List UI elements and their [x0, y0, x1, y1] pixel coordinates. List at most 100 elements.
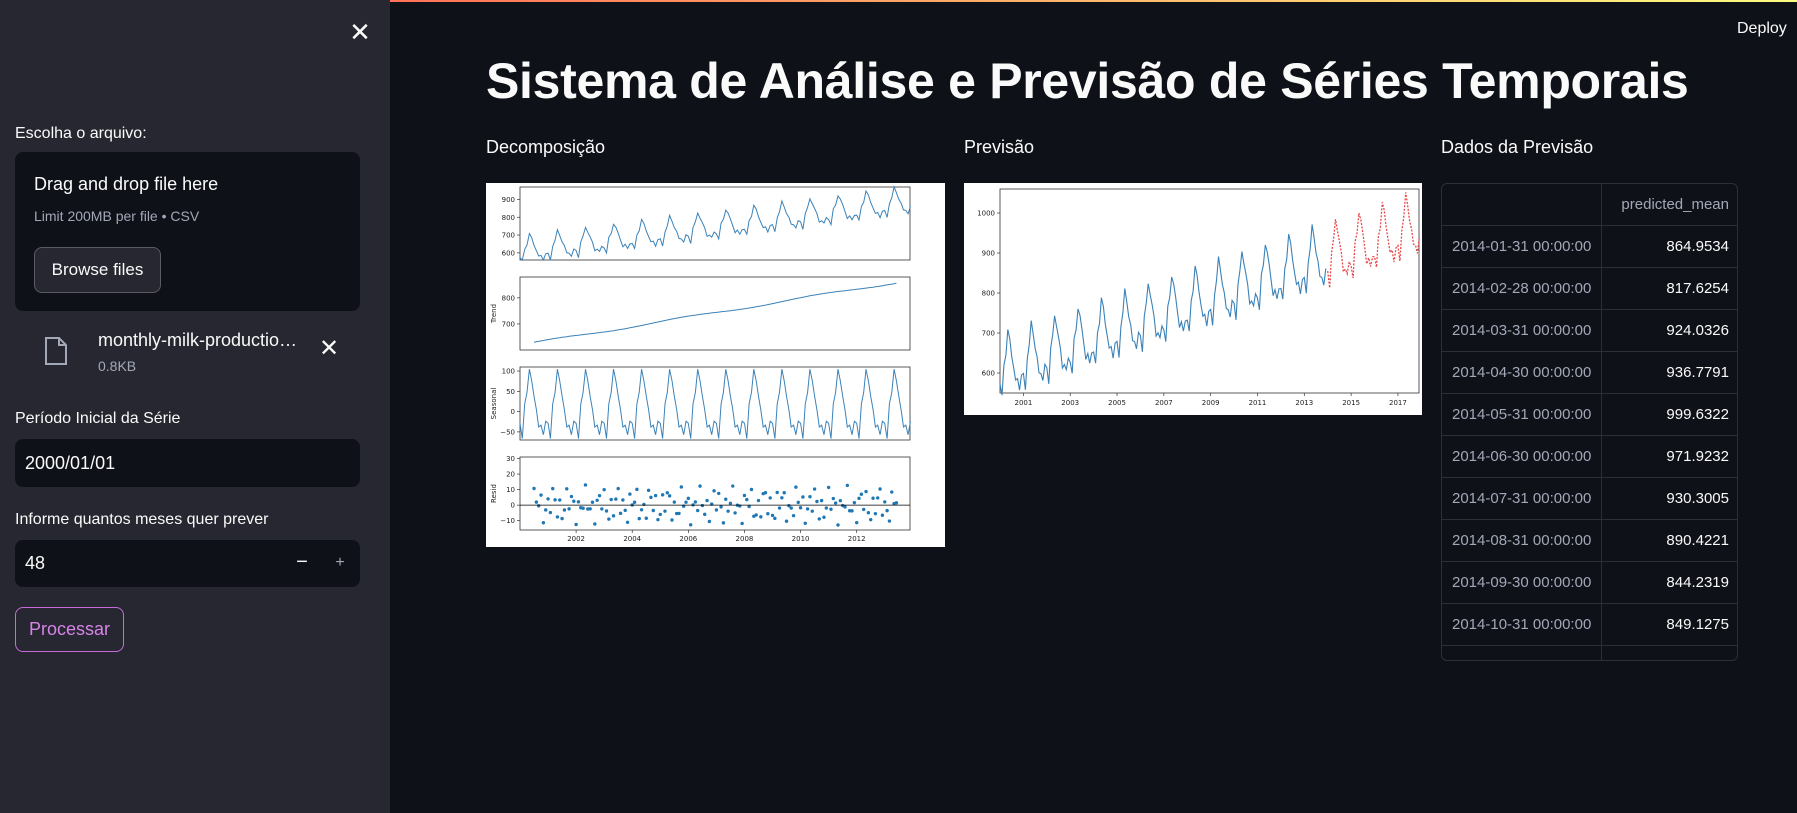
decomp-resid-point	[728, 501, 733, 506]
decomp-resid-point	[628, 492, 632, 496]
forecast-svg: 600 700 800 900 1000 2001 2003 2005 2007 2009 2011…	[977, 188, 1421, 407]
table-header-index	[1442, 184, 1602, 226]
deploy-button[interactable]: Deploy	[1737, 20, 1787, 37]
start-period-input[interactable]	[15, 439, 360, 487]
process-button[interactable]: Processar	[15, 607, 124, 652]
decomp-resid-point	[677, 511, 681, 516]
decomp-resid-point	[607, 517, 611, 521]
decomp-resid-point	[595, 498, 599, 502]
forecast-table[interactable]: predicted_mean 2014-01-31 00:00:00 864.95…	[1441, 183, 1738, 661]
dropzone-title: Drag and drop file here	[34, 174, 219, 194]
table-row	[1442, 646, 1737, 660]
forecast-ytick-label: 1000	[977, 210, 995, 218]
decomp-resid-point	[721, 521, 726, 525]
table-row[interactable]: 2014-05-31 00:00:00 999.6322	[1442, 394, 1737, 436]
decomp-resid-point	[635, 487, 639, 492]
decomp-ytick-label: 0	[511, 502, 515, 510]
decomp-resid-point	[646, 488, 651, 493]
table-row[interactable]: 2014-10-31 00:00:00 849.1275	[1442, 604, 1737, 646]
decomp-resid-point	[642, 502, 646, 507]
decomp-ytick-label: 10	[506, 486, 515, 494]
forecast-xtick-label: 2007	[1155, 399, 1173, 407]
decomp-resid-point	[754, 513, 758, 517]
decomp-resid-point	[553, 498, 557, 502]
decomp-resid-point	[824, 506, 828, 510]
decomp-resid-point	[880, 513, 885, 517]
decomp-resid-point	[829, 507, 833, 511]
top-decoration-bar	[0, 0, 1797, 2]
table-cell-date: 2014-06-30 00:00:00	[1442, 436, 1602, 478]
decomp-resid-point	[567, 507, 571, 511]
decomp-panel-frame	[519, 456, 911, 531]
decomp-resid-point	[726, 509, 730, 513]
table-row[interactable]: 2014-07-31 00:00:00 930.3005	[1442, 478, 1737, 520]
decomp-ylabel: Resid	[490, 484, 498, 503]
table-row[interactable]: 2014-08-31 00:00:00 890.4221	[1442, 520, 1737, 562]
decomp-resid-point	[836, 523, 840, 527]
decomp-resid-point	[876, 496, 880, 500]
decomp-resid-point	[684, 500, 688, 504]
decomp-resid-point	[878, 487, 882, 491]
decomp-resid-point	[857, 496, 861, 501]
decomp-resid-point	[611, 514, 616, 518]
table-cell-date: 2014-03-31 00:00:00	[1442, 310, 1602, 352]
decomp-resid-point	[733, 511, 737, 515]
decomp-series-line	[519, 185, 911, 262]
decomp-resid-point	[572, 499, 576, 503]
decomp-resid-point	[768, 496, 772, 500]
decomp-resid-point	[796, 500, 800, 505]
increment-button[interactable]: +	[335, 554, 345, 571]
decomp-resid-point	[653, 493, 658, 498]
table-cell-date: 2014-04-30 00:00:00	[1442, 352, 1602, 394]
table-row[interactable]: 2014-03-31 00:00:00 924.0326	[1442, 310, 1737, 352]
decomp-resid-point	[558, 498, 562, 502]
decomp-xtick-label: 2010	[792, 535, 810, 543]
decomp-resid-point	[672, 500, 677, 504]
decomp-resid-point	[651, 508, 655, 513]
decomp-resid-point	[534, 500, 539, 504]
decomp-resid-point	[803, 521, 807, 525]
table-row[interactable]: 2014-06-30 00:00:00 971.9232	[1442, 436, 1737, 478]
forecast-chart: 600 700 800 900 1000 2001 2003 2005 2007 2009 2011…	[964, 183, 1422, 415]
page-title: Sistema de Análise e Previsão de Séries …	[486, 53, 1689, 109]
decomp-resid-point	[871, 496, 875, 500]
decomp-ytick-label: 900	[502, 196, 515, 204]
decomp-resid-point	[789, 506, 793, 510]
table-row[interactable]: 2014-09-30 00:00:00 844.2319	[1442, 562, 1737, 604]
forecast-predicted-line	[1327, 192, 1421, 288]
decomp-resid-point	[663, 509, 667, 513]
table-cell-value: 930.3005	[1666, 490, 1729, 507]
forecast-ytick-label: 600	[982, 370, 995, 378]
decomp-resid-point	[852, 500, 857, 505]
remove-icon[interactable]: ✕	[318, 335, 340, 362]
decomp-resid-point	[593, 522, 597, 526]
table-row[interactable]: 2014-01-31 00:00:00 864.9534	[1442, 226, 1737, 268]
table-header-predicted-mean[interactable]: predicted_mean	[1621, 196, 1729, 213]
table-cell-value: 844.2319	[1666, 574, 1729, 591]
table-row[interactable]: 2014-04-30 00:00:00 936.7791	[1442, 352, 1737, 394]
decomp-resid-point	[775, 490, 779, 495]
decrement-button[interactable]: −	[296, 551, 308, 573]
decomp-resid-point	[826, 485, 831, 490]
months-input[interactable]	[25, 540, 275, 587]
decomp-resid-point	[660, 493, 665, 497]
decomp-resid-point	[621, 498, 625, 502]
decomp-resid-point	[773, 516, 777, 521]
decomp-resid-point	[551, 486, 555, 491]
forecast-ytick-label: 700	[982, 330, 995, 338]
close-icon[interactable]: ✕	[349, 17, 371, 47]
forecast-table-title: Dados da Previsão	[1441, 137, 1594, 157]
decomp-resid-point	[544, 508, 548, 512]
decomp-resid-point	[808, 495, 812, 499]
decomp-resid-point	[784, 519, 789, 523]
decomp-resid-point	[541, 521, 546, 525]
browse-files-button[interactable]: Browse files	[34, 247, 161, 293]
decomp-resid-point	[791, 513, 796, 518]
decomp-resid-point	[679, 485, 684, 489]
forecast-ytick-label: 900	[982, 250, 995, 258]
file-dropzone[interactable]: Drag and drop file here Limit 200MB per …	[15, 152, 360, 311]
decomp-xtick-label: 2008	[736, 535, 754, 543]
decomp-resid-point	[562, 508, 567, 512]
dropzone-limit-text: Limit 200MB per file • CSV	[34, 208, 200, 224]
table-row[interactable]: 2014-02-28 00:00:00 817.6254	[1442, 268, 1737, 310]
